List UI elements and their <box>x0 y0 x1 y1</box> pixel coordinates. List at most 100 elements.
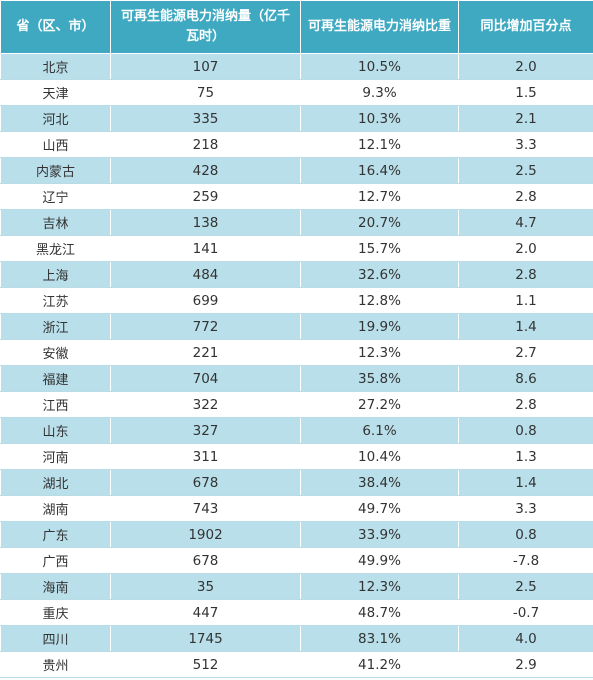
yoy-change-cell: 2.8 <box>458 183 593 210</box>
table-row: 浙江 772 19.9% 1.4 <box>0 313 593 340</box>
yoy-change-cell: 2.0 <box>458 235 593 262</box>
table-row: 江苏 699 12.8% 1.1 <box>0 287 593 314</box>
province-cell: 重庆 <box>0 599 111 626</box>
province-cell: 吉林 <box>0 209 111 236</box>
consumption-share-cell: 12.3% <box>300 339 459 366</box>
header-consumption-volume: 可再生能源电力消纳量（亿千瓦时） <box>110 0 301 54</box>
consumption-volume-cell: 311 <box>110 443 301 470</box>
consumption-share-cell: 9.3% <box>300 79 459 106</box>
consumption-share-cell: 35.8% <box>300 365 459 392</box>
consumption-volume-cell: 218 <box>110 131 301 158</box>
consumption-volume-cell: 138 <box>110 209 301 236</box>
consumption-volume-cell: 221 <box>110 339 301 366</box>
consumption-share-cell: 83.1% <box>300 625 459 652</box>
consumption-volume-cell: 743 <box>110 495 301 522</box>
consumption-share-cell: 12.7% <box>300 183 459 210</box>
consumption-volume-cell: 141 <box>110 235 301 262</box>
header-consumption-share: 可再生能源电力消纳比重 <box>300 0 459 54</box>
table-row: 黑龙江 141 15.7% 2.0 <box>0 235 593 262</box>
yoy-change-cell: 1.5 <box>458 79 593 106</box>
province-cell: 贵州 <box>0 651 111 678</box>
yoy-change-cell: 8.6 <box>458 365 593 392</box>
yoy-change-cell: 2.5 <box>458 157 593 184</box>
consumption-share-cell: 12.8% <box>300 287 459 314</box>
table-row: 北京 107 10.5% 2.0 <box>0 53 593 80</box>
yoy-change-cell: -7.8 <box>458 547 593 574</box>
consumption-volume-cell: 322 <box>110 391 301 418</box>
yoy-change-cell: 1.1 <box>458 287 593 314</box>
table-row: 湖南 743 49.7% 3.3 <box>0 495 593 522</box>
province-cell: 河北 <box>0 105 111 132</box>
table-row: 江西 322 27.2% 2.8 <box>0 391 593 418</box>
consumption-share-cell: 41.2% <box>300 651 459 678</box>
consumption-volume-cell: 699 <box>110 287 301 314</box>
header-province: 省（区、市） <box>0 0 111 54</box>
province-cell: 福建 <box>0 365 111 392</box>
consumption-volume-cell: 335 <box>110 105 301 132</box>
header-row: 省（区、市） 可再生能源电力消纳量（亿千瓦时） 可再生能源电力消纳比重 同比增加… <box>0 0 593 54</box>
consumption-share-cell: 49.7% <box>300 495 459 522</box>
consumption-share-cell: 27.2% <box>300 391 459 418</box>
table-row: 内蒙古 428 16.4% 2.5 <box>0 157 593 184</box>
yoy-change-cell: 2.0 <box>458 53 593 80</box>
province-cell: 安徽 <box>0 339 111 366</box>
consumption-volume-cell: 75 <box>110 79 301 106</box>
table-row: 广东 1902 33.9% 0.8 <box>0 521 593 548</box>
consumption-share-cell: 38.4% <box>300 469 459 496</box>
province-cell: 江西 <box>0 391 111 418</box>
province-cell: 广东 <box>0 521 111 548</box>
table-row: 海南 35 12.3% 2.5 <box>0 573 593 600</box>
table-row: 重庆 447 48.7% -0.7 <box>0 599 593 626</box>
province-cell: 上海 <box>0 261 111 288</box>
yoy-change-cell: 0.8 <box>458 417 593 444</box>
province-cell: 浙江 <box>0 313 111 340</box>
consumption-share-cell: 16.4% <box>300 157 459 184</box>
consumption-volume-cell: 512 <box>110 651 301 678</box>
province-cell: 海南 <box>0 573 111 600</box>
table-row: 河南 311 10.4% 1.3 <box>0 443 593 470</box>
table-row: 湖北 678 38.4% 1.4 <box>0 469 593 496</box>
consumption-volume-cell: 772 <box>110 313 301 340</box>
consumption-share-cell: 10.3% <box>300 105 459 132</box>
consumption-volume-cell: 327 <box>110 417 301 444</box>
consumption-volume-cell: 428 <box>110 157 301 184</box>
province-cell: 湖南 <box>0 495 111 522</box>
consumption-share-cell: 48.7% <box>300 599 459 626</box>
yoy-change-cell: 1.4 <box>458 469 593 496</box>
yoy-change-cell: 2.7 <box>458 339 593 366</box>
province-cell: 河南 <box>0 443 111 470</box>
consumption-share-cell: 10.4% <box>300 443 459 470</box>
consumption-share-cell: 32.6% <box>300 261 459 288</box>
table-row: 贵州 512 41.2% 2.9 <box>0 651 593 678</box>
consumption-volume-cell: 107 <box>110 53 301 80</box>
consumption-share-cell: 15.7% <box>300 235 459 262</box>
consumption-share-cell: 19.9% <box>300 313 459 340</box>
yoy-change-cell: 2.8 <box>458 391 593 418</box>
province-cell: 北京 <box>0 53 111 80</box>
yoy-change-cell: 2.5 <box>458 573 593 600</box>
consumption-share-cell: 33.9% <box>300 521 459 548</box>
table-row: 安徽 221 12.3% 2.7 <box>0 339 593 366</box>
consumption-share-cell: 49.9% <box>300 547 459 574</box>
consumption-share-cell: 6.1% <box>300 417 459 444</box>
consumption-volume-cell: 678 <box>110 547 301 574</box>
table-body: 北京 107 10.5% 2.0 天津 75 9.3% 1.5 河北 335 10.3% 2.1 山西 2… <box>0 53 593 678</box>
yoy-change-cell: 4.0 <box>458 625 593 652</box>
yoy-change-cell: 1.4 <box>458 313 593 340</box>
yoy-change-cell: 4.7 <box>458 209 593 236</box>
table-row: 山东 327 6.1% 0.8 <box>0 417 593 444</box>
yoy-change-cell: 3.3 <box>458 495 593 522</box>
yoy-change-cell: 1.3 <box>458 443 593 470</box>
table-row: 辽宁 259 12.7% 2.8 <box>0 183 593 210</box>
header-yoy-change: 同比增加百分点 <box>458 0 593 54</box>
table-row: 四川 1745 83.1% 4.0 <box>0 625 593 652</box>
yoy-change-cell: 3.3 <box>458 131 593 158</box>
consumption-volume-cell: 678 <box>110 469 301 496</box>
table-row: 福建 704 35.8% 8.6 <box>0 365 593 392</box>
province-cell: 湖北 <box>0 469 111 496</box>
consumption-share-cell: 12.1% <box>300 131 459 158</box>
table-row: 吉林 138 20.7% 4.7 <box>0 209 593 236</box>
consumption-volume-cell: 704 <box>110 365 301 392</box>
table-row: 河北 335 10.3% 2.1 <box>0 105 593 132</box>
